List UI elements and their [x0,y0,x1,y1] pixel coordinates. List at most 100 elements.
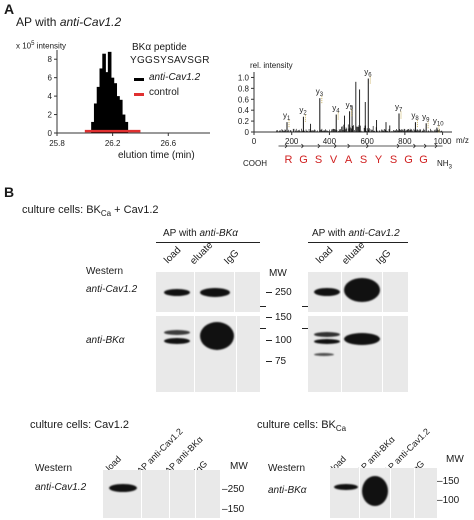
right-xtick-label: 1000 [434,137,452,146]
sequence-residue: G [419,154,428,166]
right-ytick-label: 0.8 [238,84,250,93]
elution-bar [124,121,129,133]
mw-100: 100 [266,335,292,346]
mw-250: 250 [266,287,292,298]
mw-150-value: 150 [275,312,292,323]
lane-right-eluate: eluate [340,239,368,267]
culture-top-label: culture cells: BKCa + Cav1.2 [22,204,159,218]
fragment-arrow [284,143,288,149]
mw-tick-right-b [302,328,308,329]
mw-tick-right-a [302,306,308,307]
sequence-residue: Y [374,154,383,166]
row1-antibody: anti-Cav1.2 [86,284,138,295]
blot-bottom-right [330,468,437,518]
fragment-arrow [333,143,337,149]
lane-left-load: load [162,244,184,266]
fragment-arrow [423,143,427,149]
left-ytick-label: 6 [48,74,53,83]
blot-left-bk [156,316,260,392]
right-xtick-label: 600 [360,137,374,146]
ylabel-exp: 5 [31,41,35,47]
right-xtick-label: 200 [285,137,299,146]
western-label-top: Western [86,266,124,277]
right-chart-xunit: m/z [456,136,469,145]
br-mw-100-value: 100 [442,495,460,506]
br-antibody: anti-BKα [268,485,307,496]
lane-left-eluate: eluate [188,239,216,267]
left-ytick-label: 0 [48,129,53,138]
sequence-residue: A [344,154,353,166]
ap-left-bracket [156,242,260,243]
peptide-sequence: YGGSYSAVSGR [130,55,210,66]
ap-right-prefix: AP with [312,228,349,239]
panel-a-title-prefix: AP with [16,15,60,29]
row2-antibody: anti-BKα [86,335,125,346]
elution-bar [110,77,115,133]
elution-bar [96,86,101,133]
y-ion-label: y3 [316,87,324,98]
fragment-arrow [365,143,369,149]
legend-swatch-anti-cav [134,78,144,81]
sequence-residue: S [389,154,398,166]
ap-right-antibody: anti-Cav1.2 [348,228,400,239]
left-ytick-label: 8 [48,55,53,64]
elution-bar [121,114,126,133]
mw-label-top: MW [269,268,287,279]
culture-top-tail: + Cav1.2 [111,204,159,216]
right-chart-ylabel: rel. intensity [250,61,293,70]
peptide-label: BKα peptide [132,42,187,53]
sequence-residue: G [404,154,413,166]
right-ytick-label: 0 [245,128,250,137]
y-ion-label: y4 [332,104,340,115]
elution-bar [116,96,120,133]
y-ion-label: y9 [422,112,430,123]
bl-mw-250: –250 [222,484,245,495]
elution-bar [107,51,112,133]
br-mw-150: –150 [437,476,460,487]
seq-cooh: COOH [243,159,267,168]
br-culture-sub: Ca [335,424,347,434]
y-ion-label: y2 [299,106,307,117]
blot-right-bk [308,316,408,392]
culture-top-sub: Ca [100,209,112,219]
sequence-residue: R [284,154,293,166]
right-ytick-label: 0.6 [238,95,250,104]
y-ion-label: y8 [411,111,419,122]
left-xtick-label: 25.8 [49,139,65,148]
mw-75: 75 [266,356,286,367]
right-ytick-label: 0.4 [238,106,250,115]
bl-mw-150: –150 [222,504,245,515]
elution-bar [93,103,98,133]
bl-mw-150-value: 150 [227,504,245,515]
left-xtick-label: 26.6 [160,139,176,148]
ap-left-antibody: anti-BKα [199,228,239,239]
left-ytick-label: 2 [48,111,53,120]
ap-right-bracket [308,242,408,243]
sequence-residue: S [314,154,323,166]
panel-a-title: AP with anti-Cav1.2 [16,15,121,29]
culture-bottom-right: culture cells: BKCa [257,419,346,433]
mw-tick-left-a [260,306,266,307]
blot-right-cav [308,272,408,312]
br-mw-150-value: 150 [442,476,460,487]
y-ion-label: y10 [433,117,444,128]
lane-left-igg: IgG [222,247,242,267]
blot-left-cav [156,272,260,312]
elution-bar [99,68,104,133]
right-xtick-label: 800 [398,137,412,146]
br-culture-text: culture cells: BK [257,419,336,431]
elution-bar [113,83,118,133]
elution-bar [118,99,123,133]
legend-swatch-control [134,93,144,96]
y-ion-label: y6 [364,68,372,79]
lane-right-igg: IgG [374,247,394,267]
culture-top-text: culture cells: BK [22,204,101,216]
left-xtick-label: 26.2 [105,139,121,148]
mw-tick-left-b [260,328,266,329]
y-ion-label: y5 [346,100,354,111]
bl-mw: MW [230,461,248,472]
elution-chart: 8 6 4 2 025.8 26.2 26.6 [48,50,210,148]
mw-150: 150 [266,312,292,323]
seq-nh-sub: 3 [448,164,452,171]
sequence-residue: G [299,154,308,166]
